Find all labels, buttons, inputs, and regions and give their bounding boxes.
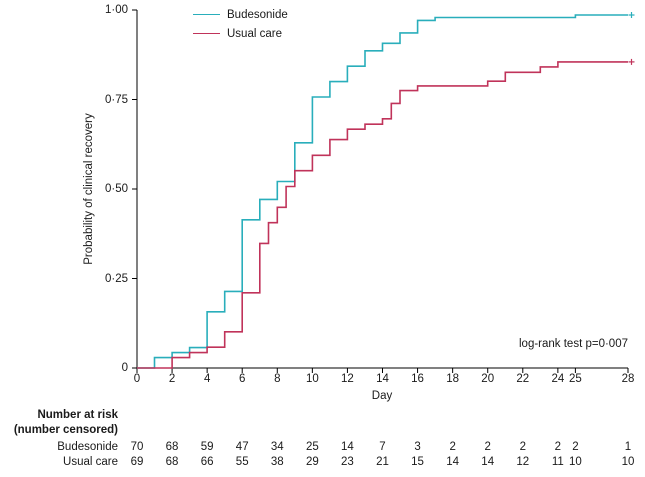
- y-tick-label: 0·50: [104, 183, 128, 195]
- x-tick-label: 16: [411, 373, 424, 385]
- risk-count: 69: [130, 456, 144, 468]
- legend-label-usual-care: Usual care: [227, 27, 282, 40]
- risk-count: 2: [519, 441, 526, 453]
- y-tick-label: 0·25: [104, 272, 128, 285]
- risk-count: 2: [449, 441, 456, 453]
- risk-count: 47: [235, 441, 249, 453]
- risk-count: 7: [379, 441, 386, 453]
- x-tick-label: 25: [568, 373, 582, 385]
- x-tick-label: 8: [274, 373, 281, 385]
- risk-count: 68: [165, 456, 179, 468]
- y-tick-label: 1·00: [104, 4, 128, 16]
- x-tick-label: 18: [446, 373, 460, 385]
- y-axis-title: Probability of clinical recovery: [83, 113, 95, 265]
- km-plot-canvas: [132, 9, 635, 373]
- risk-row-label: Budesonide: [57, 441, 118, 453]
- risk-row-usual-care: Usual care 69 68 66 55 38 29 23 21 15 14 14 12 11 10 1…: [0, 456, 645, 470]
- risk-table-header: Number at risk: [37, 409, 118, 421]
- x-tick-label: 2: [168, 373, 176, 385]
- risk-count: 38: [270, 456, 284, 468]
- risk-count: 70: [130, 441, 144, 453]
- risk-count: 2: [554, 441, 562, 453]
- x-tick-label: 20: [481, 373, 495, 385]
- risk-count: 23: [341, 456, 354, 468]
- risk-count: 68: [165, 441, 179, 453]
- risk-count: 14: [341, 441, 354, 453]
- x-tick-label: 6: [239, 373, 246, 385]
- risk-count: 21: [376, 456, 389, 468]
- risk-count: 11: [551, 456, 564, 468]
- legend: Budesonide Usual care: [193, 5, 288, 43]
- x-tick-label: 22: [516, 373, 530, 385]
- risk-count: 29: [305, 456, 319, 468]
- risk-count: 10: [568, 456, 582, 468]
- risk-row-budesonide: Budesonide 70 68 59 47 34 25 14 7 3 2 2 2 2 2 1: [0, 441, 645, 455]
- risk-count: 66: [200, 456, 214, 468]
- x-tick-label: 10: [305, 373, 319, 385]
- log-rank-pvalue-annotation: log-rank test p=0·007: [519, 338, 628, 350]
- risk-count: 14: [481, 456, 495, 468]
- risk-count: 2: [484, 441, 491, 453]
- x-axis-title: Day: [371, 390, 393, 402]
- x-tick-label: 14: [376, 373, 389, 385]
- x-tick-label: 0: [133, 373, 141, 385]
- legend-item-budesonide: Budesonide: [193, 5, 288, 24]
- risk-table-subheader: (number censored): [13, 424, 118, 436]
- risk-count: 3: [414, 441, 421, 453]
- x-tick-label: 28: [621, 373, 635, 385]
- risk-count: 59: [200, 441, 214, 453]
- legend-label-budesonide: Budesonide: [227, 8, 288, 21]
- y-tick-label: 0: [121, 362, 128, 374]
- y-tick-label: 0·75: [104, 93, 128, 106]
- x-tick-label: 12: [341, 373, 354, 385]
- x-tick-label: 24: [551, 373, 565, 385]
- x-tick-label: 4: [203, 373, 211, 385]
- risk-count: 12: [516, 456, 530, 468]
- risk-count: 15: [411, 456, 424, 468]
- legend-item-usual-care: Usual care: [193, 24, 288, 43]
- risk-count: 34: [270, 441, 284, 453]
- usual-care-line-swatch: [193, 33, 220, 34]
- risk-count: 14: [446, 456, 460, 468]
- risk-count: 25: [305, 441, 319, 453]
- risk-count: 10: [621, 456, 635, 468]
- risk-count: 55: [235, 456, 249, 468]
- risk-count: 2: [572, 441, 579, 453]
- risk-row-label: Usual care: [63, 456, 118, 468]
- risk-count: 1: [624, 441, 632, 453]
- budesonide-line-swatch: [193, 14, 220, 15]
